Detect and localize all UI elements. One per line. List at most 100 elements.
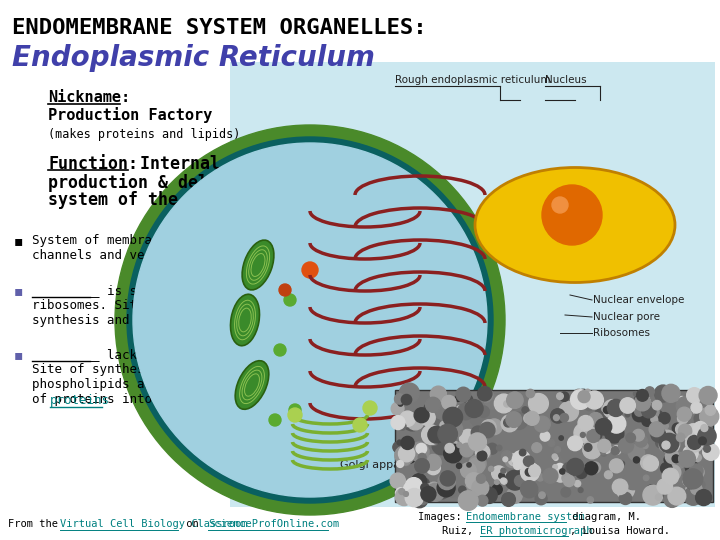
Circle shape (553, 464, 557, 469)
Circle shape (469, 496, 476, 503)
Text: Golgi apparatus: Golgi apparatus (340, 460, 428, 470)
Circle shape (443, 407, 462, 427)
Circle shape (441, 434, 446, 440)
Circle shape (420, 483, 429, 491)
Circle shape (696, 428, 704, 436)
Text: Endomembrane system: Endomembrane system (466, 512, 585, 522)
Text: ▪: ▪ (14, 348, 23, 362)
Circle shape (443, 406, 448, 410)
Circle shape (461, 463, 476, 478)
Text: ▪: ▪ (14, 234, 23, 248)
Circle shape (523, 456, 534, 467)
Circle shape (624, 470, 643, 490)
Circle shape (428, 426, 445, 443)
Circle shape (472, 480, 489, 496)
Circle shape (687, 388, 702, 403)
Circle shape (420, 478, 429, 488)
Text: production & delivery: production & delivery (48, 173, 258, 192)
Circle shape (593, 415, 599, 420)
Circle shape (680, 457, 685, 463)
Circle shape (559, 392, 569, 401)
Circle shape (473, 460, 482, 468)
Circle shape (575, 481, 580, 487)
Circle shape (632, 408, 647, 422)
Circle shape (513, 462, 521, 469)
Ellipse shape (475, 167, 675, 282)
Ellipse shape (230, 294, 259, 346)
Circle shape (686, 483, 700, 496)
Circle shape (620, 398, 635, 413)
Circle shape (542, 185, 602, 245)
Circle shape (395, 446, 414, 465)
Circle shape (626, 433, 636, 443)
Circle shape (534, 416, 550, 432)
Circle shape (407, 413, 424, 430)
Circle shape (400, 383, 419, 403)
Ellipse shape (242, 240, 274, 290)
Circle shape (426, 483, 444, 501)
Circle shape (644, 475, 649, 481)
Circle shape (641, 455, 656, 470)
Circle shape (698, 427, 716, 445)
Circle shape (660, 430, 675, 446)
Circle shape (555, 447, 561, 453)
Circle shape (694, 413, 706, 424)
Circle shape (446, 484, 460, 497)
Circle shape (470, 408, 490, 428)
Circle shape (608, 400, 624, 416)
Circle shape (564, 475, 575, 487)
Text: Function:: Function: (48, 155, 138, 173)
Circle shape (404, 491, 408, 496)
Circle shape (459, 491, 478, 510)
Circle shape (642, 415, 653, 426)
Circle shape (589, 462, 600, 473)
Circle shape (446, 486, 456, 497)
Circle shape (578, 488, 583, 492)
Circle shape (406, 443, 418, 456)
Text: Endoplasmic Reticulum: Endoplasmic Reticulum (12, 44, 375, 72)
Circle shape (698, 437, 706, 445)
Circle shape (391, 416, 405, 429)
Circle shape (620, 461, 624, 465)
Circle shape (567, 458, 584, 475)
Circle shape (664, 485, 676, 497)
Circle shape (642, 403, 656, 418)
Circle shape (399, 489, 405, 495)
Circle shape (446, 442, 464, 460)
Circle shape (455, 396, 461, 401)
Circle shape (422, 410, 426, 415)
Circle shape (559, 469, 565, 474)
Circle shape (489, 467, 494, 471)
Text: _________ lacks ribosomes.
Site of synthesis of
phospholipids and packaging
of p: _________ lacks ribosomes. Site of synth… (32, 348, 235, 406)
Circle shape (559, 402, 578, 421)
Circle shape (554, 415, 559, 421)
Circle shape (662, 422, 668, 429)
Circle shape (624, 475, 633, 484)
Circle shape (363, 401, 377, 415)
Circle shape (436, 487, 449, 499)
Circle shape (605, 471, 612, 478)
Text: Rough endoplasmic reticulum: Rough endoplasmic reticulum (395, 75, 551, 85)
Circle shape (405, 477, 423, 495)
Circle shape (616, 411, 621, 417)
Circle shape (639, 395, 650, 406)
Text: system of the cell.: system of the cell. (48, 191, 238, 209)
FancyBboxPatch shape (395, 390, 713, 502)
Circle shape (664, 455, 673, 464)
Circle shape (625, 413, 630, 417)
Circle shape (659, 413, 670, 424)
Circle shape (562, 474, 571, 483)
Circle shape (515, 475, 526, 487)
Circle shape (585, 402, 594, 411)
Text: on: on (180, 519, 205, 529)
Circle shape (660, 433, 679, 453)
Circle shape (633, 429, 644, 441)
Circle shape (700, 407, 719, 426)
Circle shape (672, 423, 683, 433)
Circle shape (578, 390, 590, 403)
Circle shape (689, 464, 703, 478)
Circle shape (421, 487, 436, 502)
Circle shape (652, 401, 662, 410)
Circle shape (418, 454, 426, 461)
Circle shape (660, 463, 672, 474)
